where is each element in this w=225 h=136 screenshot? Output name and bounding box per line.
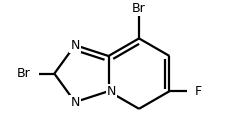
Text: F: F: [194, 85, 201, 98]
Text: N: N: [70, 96, 79, 109]
Text: Br: Br: [132, 2, 145, 15]
Text: N: N: [106, 85, 116, 98]
Text: N: N: [70, 39, 79, 52]
Text: Br: Br: [17, 67, 30, 80]
